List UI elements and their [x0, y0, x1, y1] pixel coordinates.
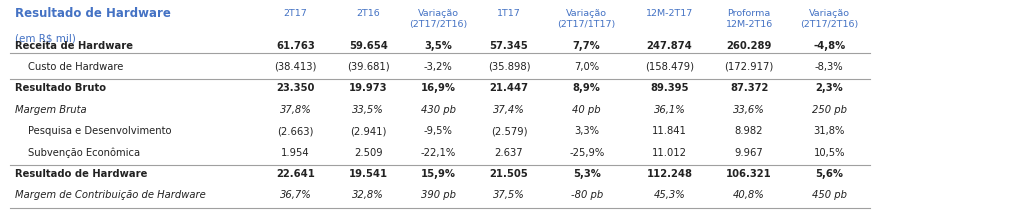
Text: 11.841: 11.841: [652, 126, 686, 136]
Text: (35.898): (35.898): [488, 62, 530, 72]
Text: Resultado de Hardware: Resultado de Hardware: [15, 169, 147, 179]
Text: (158.479): (158.479): [644, 62, 694, 72]
Text: 32,8%: 32,8%: [352, 190, 384, 200]
Text: 21.447: 21.447: [489, 83, 529, 93]
Text: 5,6%: 5,6%: [815, 169, 843, 179]
Text: 87.372: 87.372: [730, 83, 768, 93]
Text: Receita de Hardware: Receita de Hardware: [15, 41, 133, 51]
Text: 260.289: 260.289: [726, 41, 771, 51]
Text: -4,8%: -4,8%: [813, 41, 845, 51]
Text: 61.763: 61.763: [276, 41, 315, 51]
Text: 15,9%: 15,9%: [420, 169, 456, 179]
Text: 2T17: 2T17: [283, 9, 307, 18]
Text: 112.248: 112.248: [647, 169, 693, 179]
Text: 31,8%: 31,8%: [813, 126, 845, 136]
Text: Custo de Hardware: Custo de Hardware: [29, 62, 124, 72]
Text: 7,7%: 7,7%: [573, 41, 601, 51]
Text: 57.345: 57.345: [490, 41, 528, 51]
Text: 22.641: 22.641: [276, 169, 315, 179]
Text: Margem de Contribuição de Hardware: Margem de Contribuição de Hardware: [15, 190, 206, 200]
Text: Resultado Bruto: Resultado Bruto: [15, 83, 106, 93]
Text: 16,9%: 16,9%: [420, 83, 456, 93]
Text: (2.941): (2.941): [350, 126, 387, 136]
Text: 19.973: 19.973: [349, 83, 388, 93]
Text: 250 pb: 250 pb: [812, 105, 847, 115]
Text: -9,5%: -9,5%: [424, 126, 453, 136]
Text: 10,5%: 10,5%: [813, 147, 845, 158]
Text: -25,9%: -25,9%: [569, 147, 605, 158]
Text: (em R$ mil): (em R$ mil): [15, 34, 76, 44]
Text: Margem Bruta: Margem Bruta: [15, 105, 87, 115]
Text: -22,1%: -22,1%: [420, 147, 456, 158]
Text: 390 pb: 390 pb: [420, 190, 456, 200]
Text: 9.967: 9.967: [735, 147, 763, 158]
Text: 40,8%: 40,8%: [733, 190, 765, 200]
Text: (38.413): (38.413): [274, 62, 317, 72]
Text: 7,0%: 7,0%: [574, 62, 599, 72]
Text: 106.321: 106.321: [726, 169, 772, 179]
Text: 5,3%: 5,3%: [573, 169, 601, 179]
Text: 247.874: 247.874: [647, 41, 693, 51]
Text: 37,5%: 37,5%: [493, 190, 525, 200]
Text: 40 pb: 40 pb: [573, 105, 601, 115]
Text: -80 pb: -80 pb: [571, 190, 603, 200]
Text: 89.395: 89.395: [651, 83, 688, 93]
Text: 450 pb: 450 pb: [812, 190, 847, 200]
Text: 33,5%: 33,5%: [352, 105, 384, 115]
Text: 1T17: 1T17: [497, 9, 521, 18]
Text: 37,4%: 37,4%: [493, 105, 525, 115]
Text: 45,3%: 45,3%: [654, 190, 685, 200]
Text: 36,7%: 36,7%: [279, 190, 311, 200]
Text: (2.579): (2.579): [491, 126, 527, 136]
Text: 23.350: 23.350: [276, 83, 315, 93]
Text: (39.681): (39.681): [347, 62, 390, 72]
Text: Variação
(2T17/1T17): Variação (2T17/1T17): [558, 9, 616, 29]
Text: (2.663): (2.663): [277, 126, 314, 136]
Text: 2,3%: 2,3%: [815, 83, 843, 93]
Text: Resultado de Hardware: Resultado de Hardware: [15, 7, 171, 20]
Text: 3,5%: 3,5%: [425, 41, 452, 51]
Text: 3,3%: 3,3%: [574, 126, 599, 136]
Text: 12M-2T17: 12M-2T17: [646, 9, 693, 18]
Text: 37,8%: 37,8%: [279, 105, 311, 115]
Text: Variação
(2T17/2T16): Variação (2T17/2T16): [800, 9, 858, 29]
Text: -3,2%: -3,2%: [424, 62, 453, 72]
Text: -8,3%: -8,3%: [815, 62, 844, 72]
Text: 59.654: 59.654: [349, 41, 388, 51]
Text: 430 pb: 430 pb: [420, 105, 456, 115]
Text: Proforma
12M-2T16: Proforma 12M-2T16: [725, 9, 772, 29]
Text: 8,9%: 8,9%: [573, 83, 601, 93]
Text: 2.637: 2.637: [495, 147, 524, 158]
Text: 8.982: 8.982: [735, 126, 763, 136]
Text: 2T16: 2T16: [356, 9, 380, 18]
Text: 36,1%: 36,1%: [654, 105, 685, 115]
Text: 11.012: 11.012: [652, 147, 686, 158]
Text: Variação
(2T17/2T16): Variação (2T17/2T16): [409, 9, 468, 29]
Text: 1.954: 1.954: [281, 147, 310, 158]
Text: 19.541: 19.541: [349, 169, 388, 179]
Text: Pesquisa e Desenvolvimento: Pesquisa e Desenvolvimento: [29, 126, 172, 136]
Text: 2.509: 2.509: [354, 147, 383, 158]
Text: 21.505: 21.505: [490, 169, 528, 179]
Text: (172.917): (172.917): [724, 62, 773, 72]
Text: 33,6%: 33,6%: [733, 105, 765, 115]
Text: Subvenção Econômica: Subvenção Econômica: [29, 147, 140, 158]
